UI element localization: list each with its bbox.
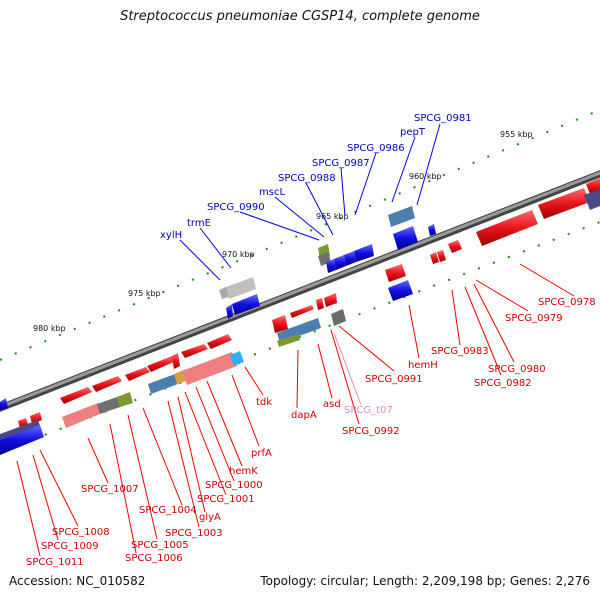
gene-arrow: [430, 252, 439, 264]
scale-label-965: 965 kbp: [316, 212, 349, 221]
gene-label-tdk: tdk: [256, 397, 272, 408]
feature-box: [277, 326, 299, 343]
gene-arrow: [538, 188, 590, 219]
gene-arrow: [476, 210, 538, 246]
gene-label-trme: trmE: [187, 218, 211, 229]
gene-label-spcg-0982: SPCG_0982: [474, 378, 532, 389]
gene-label-spcg-0983: SPCG_0983: [431, 346, 489, 357]
scale-label-970: 970 kbp: [222, 250, 255, 259]
gene-label-spcg-1001: SPCG_1001: [197, 494, 255, 505]
gene-arrow: [448, 240, 462, 253]
gene-arrow: [324, 293, 337, 307]
gene-arrow: [354, 244, 374, 262]
accession-text: Accession: NC_010582: [9, 574, 146, 588]
gene-label-hemh: hemH: [408, 360, 438, 371]
gene-label-spcg-0981: SPCG_0981: [414, 113, 472, 124]
leader-line-trna: [333, 332, 362, 406]
scale-label-980: 980 kbp: [33, 324, 66, 333]
gene-label-spcg-0987: SPCG_0987: [312, 158, 370, 169]
gene-label-hemk: hemK: [229, 466, 258, 477]
gene-label-spcg-1008: SPCG_1008: [52, 527, 110, 538]
gene-label-spcg-0988: SPCG_0988: [278, 173, 336, 184]
gene-label-dapa: dapA: [291, 410, 317, 421]
gene-labels-upper: SPCG_0981 pepT SPCG_0986 SPCG_0987 SPCG_…: [160, 113, 472, 241]
gene-label-spcg-0978: SPCG_0978: [538, 297, 596, 308]
gene-arrow: [0, 425, 44, 455]
feature-box: [584, 189, 600, 210]
gene-arrow: [181, 344, 208, 358]
gene-label-pept: pepT: [400, 127, 426, 138]
gene-arrow: [586, 178, 600, 194]
gene-arrow: [334, 255, 346, 270]
feature-box: [148, 374, 178, 394]
gene-arrow: [437, 250, 446, 262]
gene-labels-lower: SPCG_0978 SPCG_0979 SPCG_0980 SPCG_0982 …: [26, 297, 596, 568]
gene-label-spcg-1003: SPCG_1003: [165, 528, 223, 539]
gene-label-asd: asd: [323, 399, 341, 410]
gene-label-spcg-1009: SPCG_1009: [41, 541, 99, 552]
gene-arrow: [388, 280, 413, 301]
gene-label-glya: glyA: [199, 512, 221, 523]
gene-label-spcg-1004: SPCG_1004: [139, 505, 197, 516]
genome-summary-text: Topology: circular; Length: 2,209,198 bp…: [260, 574, 590, 588]
gene-label-xylh: xylH: [160, 230, 182, 241]
gene-label-spcg-0979: SPCG_0979: [505, 313, 563, 324]
gene-arrow: [18, 418, 28, 428]
gene-label-spcg-0991: SPCG_0991: [365, 374, 423, 385]
gene-arrow: [226, 304, 233, 319]
feature-box: [226, 277, 256, 299]
gene-arrow: [207, 334, 232, 349]
gene-arrow: [92, 376, 122, 392]
gene-arrow: [344, 251, 356, 266]
gene-label-spcg-1011: SPCG_1011: [26, 557, 84, 568]
gene-label-prfa: prfA: [251, 448, 272, 459]
feature-box: [117, 392, 133, 407]
leader-lines-upper: [179, 123, 441, 281]
gene-arrow: [30, 412, 42, 424]
page-title: Streptococcus pneumoniae CGSP14, complet…: [120, 9, 480, 24]
gene-label-spcg-1007: SPCG_1007: [81, 484, 139, 495]
feature-box: [97, 397, 120, 414]
gene-arrow: [0, 398, 8, 410]
gene-arrow: [393, 226, 418, 250]
gene-arrow: [290, 305, 314, 318]
gene-track-forward: [0, 178, 600, 428]
gene-arrow: [385, 264, 406, 282]
feature-box: [277, 334, 300, 347]
gene-arrow: [428, 224, 436, 236]
gene-label-spcg-1005: SPCG_1005: [131, 540, 189, 551]
gene-label-spcg-1006: SPCG_1006: [125, 553, 183, 564]
gene-arrow: [316, 298, 324, 310]
leader-lines-lower: [16, 263, 575, 557]
gene-label-spcg-t07: SPCG_t07: [344, 405, 393, 416]
feature-box: [62, 403, 102, 428]
gene-arrow: [326, 259, 336, 273]
gene-arrow: [272, 315, 288, 333]
gene-arrow: [232, 294, 260, 315]
feature-box: [388, 206, 415, 227]
gene-arrow: [60, 387, 92, 404]
feature-box: [296, 318, 321, 336]
gene-label-mscl: mscL: [259, 187, 285, 198]
gene-arrow: [147, 356, 176, 372]
gene-label-spcg-0990: SPCG_0990: [207, 202, 265, 213]
gene-label-spcg-1000: SPCG_1000: [205, 480, 263, 491]
scale-track-inner: [0, 221, 600, 453]
scale-label-955: 955 kbp: [500, 130, 533, 139]
feature-box: [230, 351, 244, 366]
genome-backbone: [0, 170, 600, 412]
feature-box: [331, 309, 346, 326]
gene-arrow: [172, 353, 180, 369]
gene-label-spcg-0992: SPCG_0992: [342, 426, 400, 437]
scale-label-975: 975 kbp: [128, 289, 161, 298]
gene-track-reverse: [0, 224, 436, 455]
feature-box: [182, 352, 237, 385]
gene-label-spcg-0986: SPCG_0986: [347, 143, 405, 154]
gene-arrow: [125, 367, 150, 381]
gene-label-spcg-0980: SPCG_0980: [488, 364, 546, 375]
